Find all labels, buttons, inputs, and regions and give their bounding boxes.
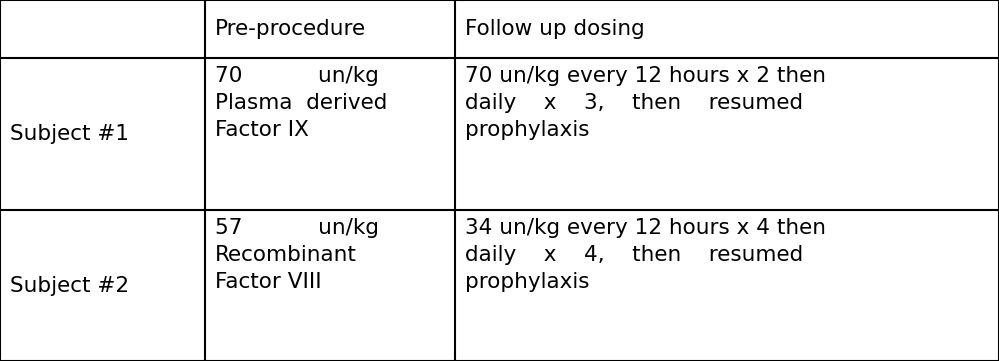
Text: 34 un/kg every 12 hours x 4 then
daily    x    4,    then    resumed
prophylaxis: 34 un/kg every 12 hours x 4 then daily x… <box>465 218 826 292</box>
Text: Subject #1: Subject #1 <box>10 124 129 144</box>
Text: 70           un/kg
Plasma  derived
Factor IX: 70 un/kg Plasma derived Factor IX <box>215 66 388 140</box>
Text: 70 un/kg every 12 hours x 2 then
daily    x    3,    then    resumed
prophylaxis: 70 un/kg every 12 hours x 2 then daily x… <box>465 66 826 140</box>
Text: Subject #2: Subject #2 <box>10 275 129 296</box>
Text: Follow up dosing: Follow up dosing <box>465 19 644 39</box>
Text: 57           un/kg
Recombinant
Factor VIII: 57 un/kg Recombinant Factor VIII <box>215 218 379 292</box>
Text: Pre-procedure: Pre-procedure <box>215 19 366 39</box>
